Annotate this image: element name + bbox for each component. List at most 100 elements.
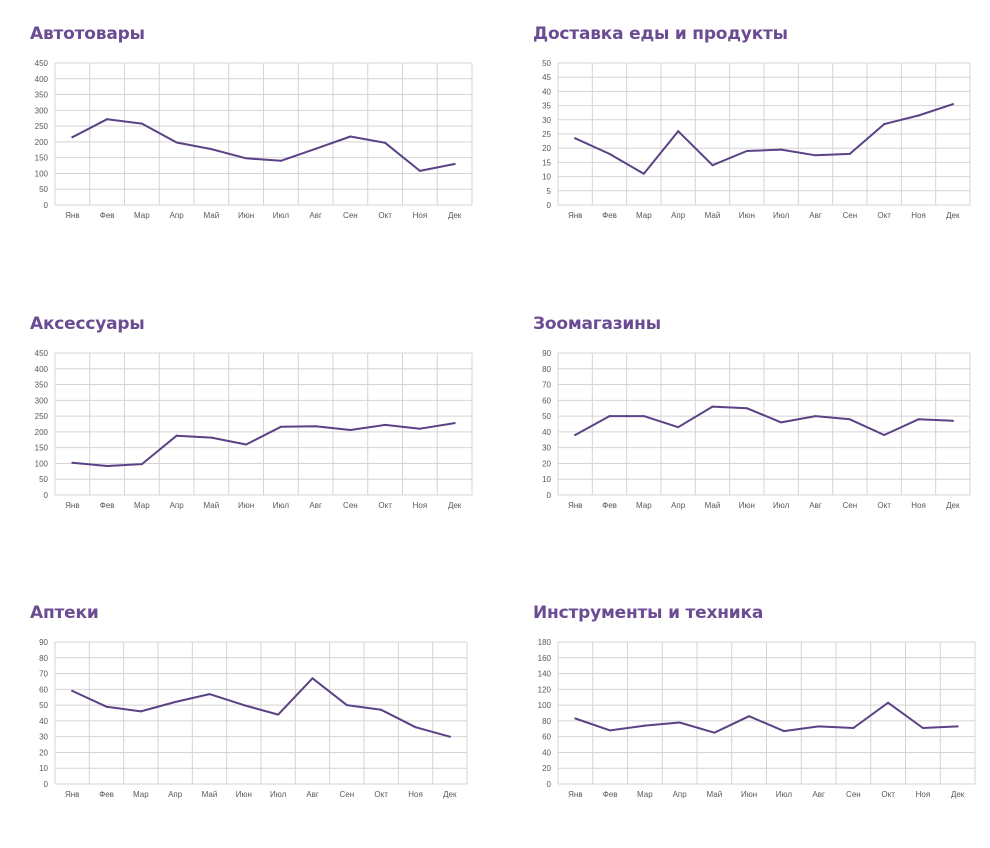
- data-point: [277, 713, 280, 716]
- x-tick-label: Апр: [671, 501, 686, 510]
- data-point: [817, 725, 820, 728]
- x-tick-label: Июн: [236, 790, 252, 799]
- x-tick-label: Июл: [273, 211, 290, 220]
- series-line: [71, 422, 456, 467]
- y-tick-label: 150: [35, 154, 49, 163]
- x-tick-label: Мар: [134, 211, 150, 220]
- y-tick-label: 0: [547, 780, 552, 789]
- data-point: [713, 731, 716, 734]
- data-point: [574, 434, 577, 437]
- x-tick-label: Окт: [877, 211, 891, 220]
- y-tick-label: 350: [35, 91, 49, 100]
- data-point: [208, 693, 211, 696]
- x-tick-label: Янв: [65, 790, 79, 799]
- x-tick-label: Мар: [637, 790, 653, 799]
- x-tick-label: Мар: [133, 790, 149, 799]
- data-point: [956, 725, 959, 728]
- data-point: [748, 715, 751, 718]
- data-point: [314, 425, 317, 428]
- line-chart-pet-stores: 0 10 20 30 40 50 60 70 80 90 Янв Фев Мар Апр Май Июн Июл…: [542, 349, 971, 510]
- x-tick-label: Июн: [238, 501, 254, 510]
- data-point: [453, 422, 456, 425]
- y-tick-label: 30: [542, 116, 551, 125]
- x-tick-label: Фев: [100, 501, 115, 510]
- y-tick-label: 0: [44, 491, 49, 500]
- data-point: [642, 415, 645, 418]
- series-line: [71, 677, 451, 738]
- x-tick-label: Окт: [378, 211, 392, 220]
- y-tick-label: 40: [542, 87, 551, 96]
- y-tick-label: 100: [35, 169, 49, 178]
- line-chart-food-delivery: 0 5 10 15 20 25 30 35 40 45 50 Янв Фев Мар Апр Май Июн Ию…: [542, 59, 971, 220]
- y-tick-label: 40: [39, 717, 48, 726]
- y-tick-label: 300: [35, 106, 49, 115]
- chart-title: Инструменты и техника: [533, 603, 764, 623]
- x-tick-label: Июл: [773, 211, 790, 220]
- x-tick-label: Июн: [739, 501, 755, 510]
- chart-title: Доставка еды и продукты: [533, 24, 788, 44]
- y-tick-label: 450: [35, 349, 49, 358]
- data-point: [848, 152, 851, 155]
- data-point: [106, 464, 109, 467]
- data-point: [71, 136, 74, 139]
- x-tick-label: Апр: [671, 211, 686, 220]
- y-tick-label: 200: [35, 138, 49, 147]
- x-tick-label: Апр: [170, 211, 185, 220]
- y-tick-label: 70: [542, 381, 551, 390]
- data-point: [711, 405, 714, 408]
- y-tick-label: 50: [39, 701, 48, 710]
- x-tick-label: Май: [707, 790, 723, 799]
- x-tick-label: Сен: [843, 501, 858, 510]
- x-tick-label: Дек: [946, 501, 960, 510]
- x-tick-label: Авг: [812, 790, 825, 799]
- data-point: [242, 704, 245, 707]
- y-tick-label: 20: [39, 748, 48, 757]
- x-tick-label: Май: [204, 501, 220, 510]
- line-chart-tools: 0 20 40 60 80 100 120 140 160 180 Янв Фев Мар Апр Май И…: [538, 638, 976, 799]
- x-tick-label: Июл: [273, 501, 290, 510]
- x-tick-label: Ноя: [911, 211, 926, 220]
- data-point: [279, 425, 282, 428]
- x-tick-label: Авг: [306, 790, 319, 799]
- x-tick-label: Дек: [946, 211, 960, 220]
- data-point: [418, 169, 421, 172]
- data-point: [711, 164, 714, 167]
- data-point: [848, 418, 851, 421]
- y-tick-label: 0: [44, 780, 49, 789]
- y-tick-label: 40: [542, 748, 551, 757]
- data-point: [448, 735, 451, 738]
- x-tick-label: Ноя: [413, 501, 428, 510]
- x-tick-label: Авг: [309, 501, 322, 510]
- x-tick-label: Авг: [809, 501, 822, 510]
- data-point: [677, 130, 680, 133]
- x-tick-label: Июн: [739, 211, 755, 220]
- y-tick-label: 90: [542, 349, 551, 358]
- x-tick-label: Мар: [636, 211, 652, 220]
- data-point: [210, 436, 213, 439]
- y-tick-label: 90: [39, 638, 48, 647]
- data-point: [643, 724, 646, 727]
- y-tick-label: 30: [39, 733, 48, 742]
- y-tick-label: 100: [538, 701, 552, 710]
- y-tick-label: 50: [39, 185, 48, 194]
- data-point: [349, 428, 352, 431]
- data-point: [414, 726, 417, 729]
- data-point: [814, 415, 817, 418]
- data-point: [279, 159, 282, 162]
- x-tick-label: Июн: [238, 211, 254, 220]
- data-point: [745, 407, 748, 410]
- data-point: [609, 729, 612, 732]
- grid-lines: [54, 62, 473, 206]
- x-tick-label: Май: [204, 211, 220, 220]
- data-point: [384, 423, 387, 426]
- data-point: [917, 418, 920, 421]
- data-point: [951, 103, 954, 106]
- data-point: [384, 141, 387, 144]
- data-point: [106, 118, 109, 121]
- x-tick-label: Июн: [741, 790, 757, 799]
- data-point: [71, 689, 74, 692]
- y-tick-label: 140: [538, 670, 552, 679]
- chart-title: Аптеки: [30, 603, 99, 623]
- data-point: [140, 463, 143, 466]
- y-tick-label: 400: [35, 75, 49, 84]
